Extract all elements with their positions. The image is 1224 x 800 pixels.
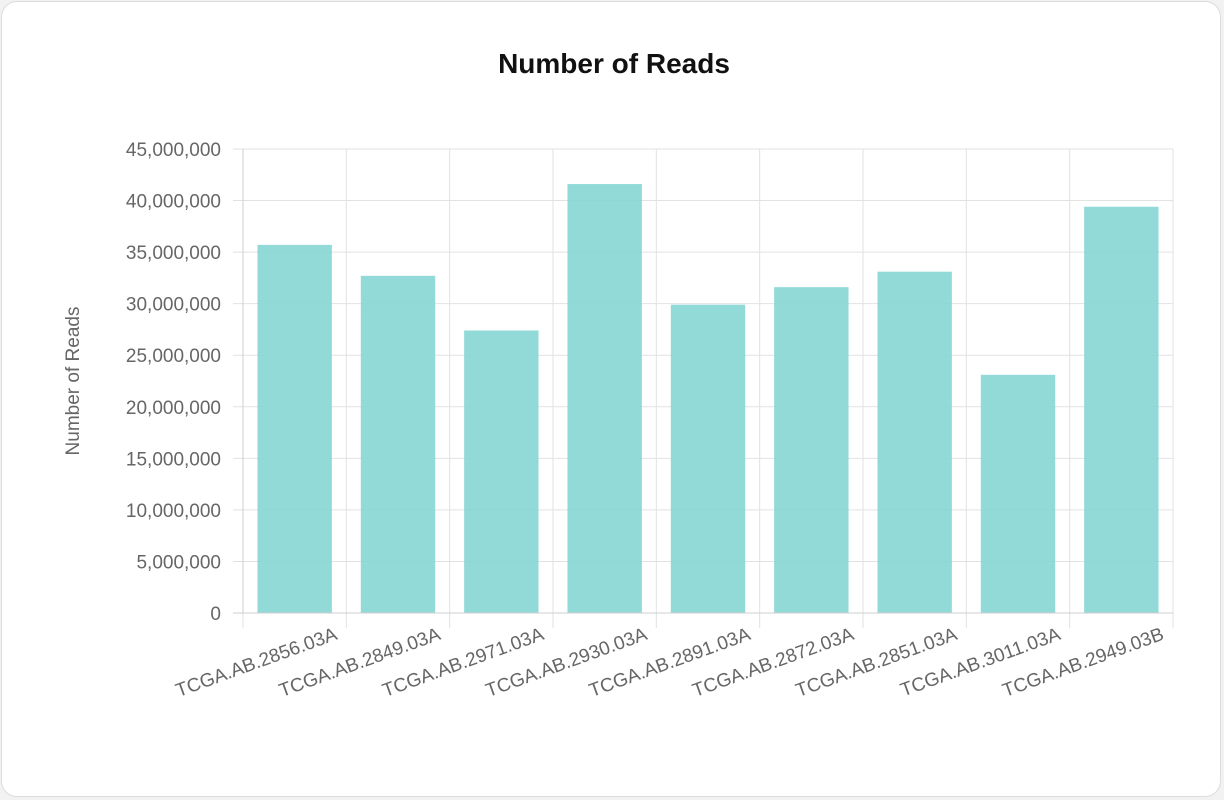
y-tick-label: 40,000,000 [126,192,221,213]
bars [257,184,1159,614]
bar [877,271,952,613]
bar [360,275,436,613]
y-tick-label: 30,000,000 [126,295,221,316]
bar [257,244,332,614]
chart-title: Number of Reads [498,48,730,79]
y-tick-label: 25,000,000 [126,346,221,367]
bar [567,184,642,613]
y-tick-label: 35,000,000 [126,243,221,264]
bar [464,330,539,613]
bar [774,287,849,613]
y-tick-label: 0 [210,604,221,625]
y-tick-label: 20,000,000 [126,398,221,419]
y-tick-label: 5,000,000 [136,552,221,573]
y-tick-label: 15,000,000 [126,449,221,470]
bar [1084,206,1159,613]
y-axis-label: Number of Reads [63,307,84,456]
bar [980,374,1056,613]
y-tick-label: 10,000,000 [126,501,221,522]
bar [670,304,746,613]
y-tick-label: 45,000,000 [126,140,221,161]
